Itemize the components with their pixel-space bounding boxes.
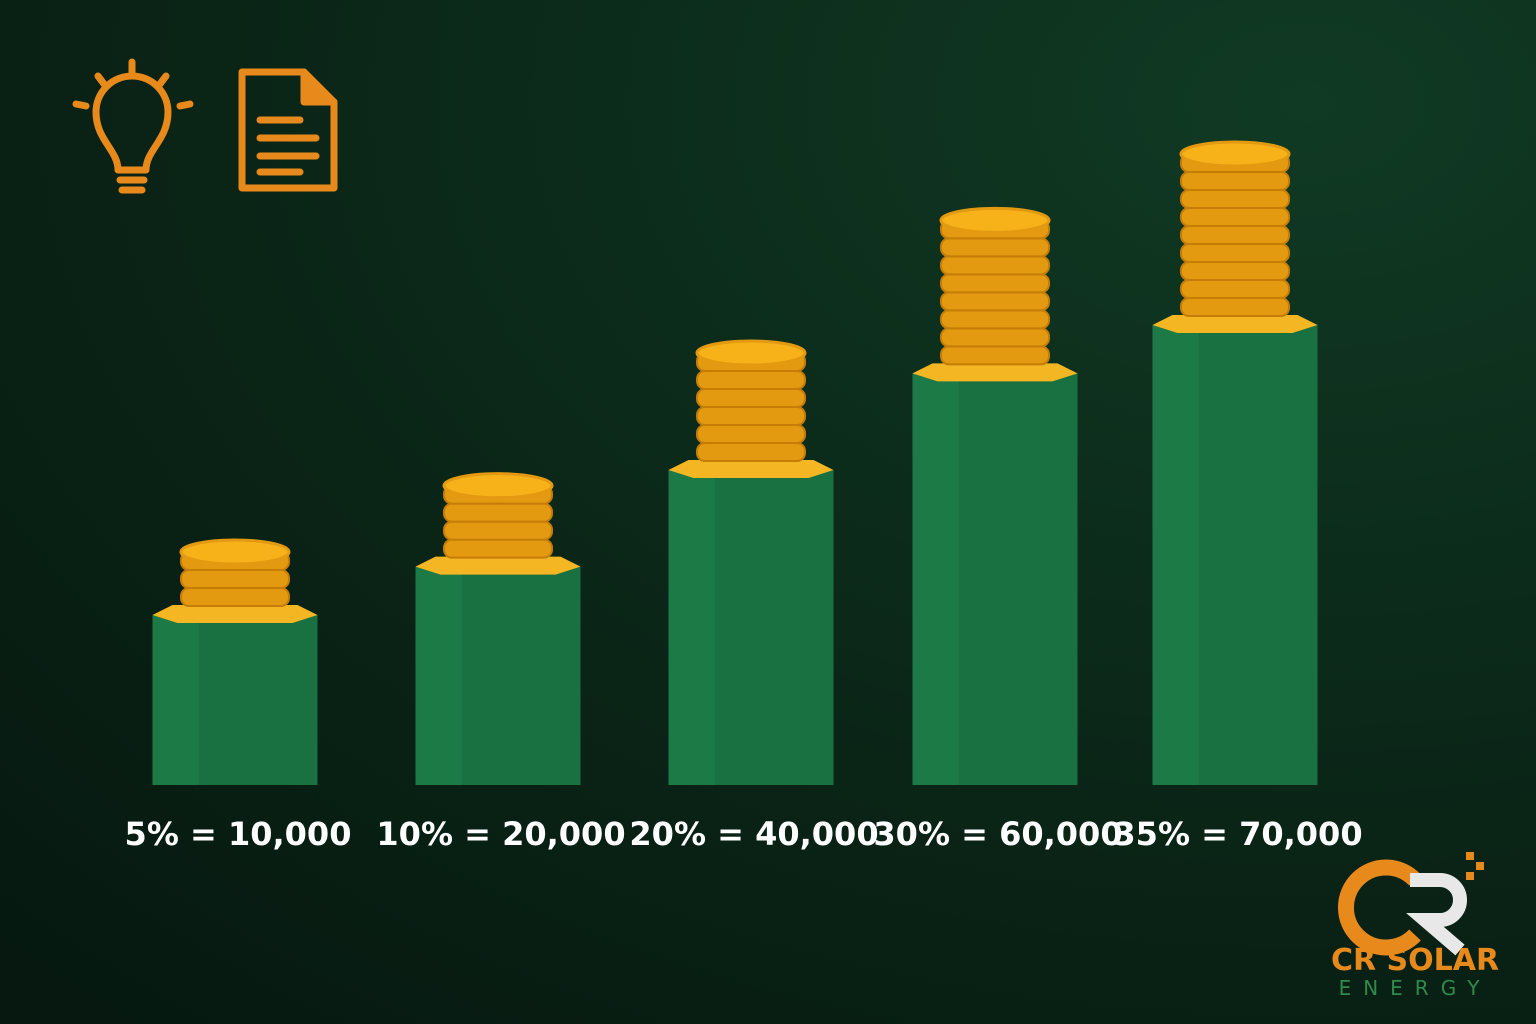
bar-shade bbox=[461, 566, 581, 785]
coin bbox=[940, 237, 1050, 258]
coin bbox=[940, 291, 1050, 312]
bar bbox=[415, 566, 581, 785]
value-label: 10% = 20,000 bbox=[376, 815, 625, 853]
coin bbox=[1180, 225, 1290, 245]
bar bbox=[1152, 325, 1318, 785]
coin-top bbox=[1179, 140, 1291, 168]
coin bbox=[940, 327, 1050, 348]
bulb-icon bbox=[92, 72, 172, 174]
document-icon bbox=[238, 68, 338, 192]
bar-shade bbox=[1198, 325, 1318, 785]
bar-cap bbox=[912, 363, 1078, 382]
bar-shade bbox=[198, 615, 318, 785]
bar bbox=[668, 470, 834, 785]
brand-tagline: ENERGY bbox=[1339, 976, 1492, 1000]
coin-stack bbox=[442, 472, 554, 559]
coin bbox=[1180, 261, 1290, 281]
value-label: 30% = 60,000 bbox=[873, 815, 1122, 853]
coin bbox=[940, 345, 1050, 366]
bar bbox=[912, 373, 1078, 785]
bar-cap bbox=[152, 605, 318, 623]
coin bbox=[940, 255, 1050, 276]
coin bbox=[180, 569, 290, 589]
coin bbox=[696, 442, 806, 462]
coin-stack bbox=[1179, 140, 1291, 317]
coin bbox=[696, 388, 806, 408]
coin-top bbox=[179, 538, 291, 566]
coin bbox=[940, 273, 1050, 294]
coin bbox=[940, 309, 1050, 330]
coin bbox=[443, 502, 553, 523]
value-label: 5% = 10,000 bbox=[125, 815, 352, 853]
coin bbox=[696, 406, 806, 426]
coin-top bbox=[442, 472, 554, 500]
coin-top bbox=[939, 206, 1051, 234]
bar-cap bbox=[668, 460, 834, 478]
coin-stack bbox=[939, 206, 1051, 366]
icons bbox=[72, 58, 338, 194]
coin bbox=[1180, 243, 1290, 263]
brand-name: CR SOLAR bbox=[1331, 943, 1499, 978]
bar-cap bbox=[415, 556, 581, 575]
coin bbox=[443, 520, 553, 541]
value-label: 20% = 40,000 bbox=[629, 815, 878, 853]
coin bbox=[1180, 189, 1290, 209]
coin bbox=[180, 587, 290, 607]
coin bbox=[1180, 279, 1290, 299]
logo: CR SOLAR ENERGY bbox=[1331, 852, 1499, 1000]
coin bbox=[696, 424, 806, 444]
bar-shade bbox=[714, 470, 834, 785]
coin bbox=[696, 370, 806, 390]
coin bbox=[1180, 171, 1290, 191]
value-label: 35% = 70,000 bbox=[1113, 815, 1362, 853]
coin bbox=[443, 538, 553, 559]
coin bbox=[1180, 207, 1290, 227]
bar-cap bbox=[1152, 315, 1318, 333]
coin-top bbox=[695, 339, 807, 367]
coin bbox=[1180, 297, 1290, 317]
coin-stack bbox=[695, 339, 807, 462]
coin-stack bbox=[179, 538, 291, 607]
bar-shade bbox=[958, 373, 1078, 785]
bar bbox=[152, 615, 318, 785]
